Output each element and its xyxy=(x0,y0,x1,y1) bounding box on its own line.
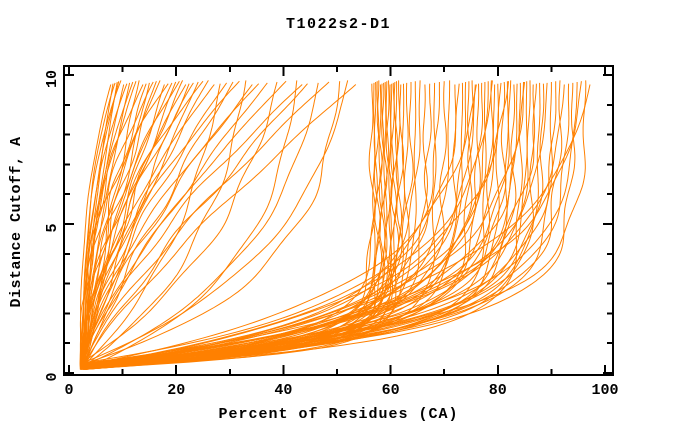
model-curve xyxy=(83,84,187,370)
model-curve xyxy=(82,82,578,366)
x-tick-label: 60 xyxy=(382,382,400,399)
model-curve xyxy=(80,83,460,364)
model-curve xyxy=(80,81,134,369)
model-curve xyxy=(81,84,477,367)
x-tick-label: 0 xyxy=(64,382,73,399)
x-tick-label: 40 xyxy=(274,382,292,399)
model-curve xyxy=(82,82,388,370)
y-tick-label: 5 xyxy=(44,223,61,232)
model-curve xyxy=(80,84,591,370)
model-curve xyxy=(80,82,548,365)
model-curve xyxy=(81,80,204,366)
model-curve xyxy=(83,83,570,368)
model-curve xyxy=(85,81,467,369)
model-curve xyxy=(82,80,349,364)
model-curve xyxy=(84,83,537,364)
model-curve xyxy=(81,84,357,370)
model-curve xyxy=(84,81,234,369)
model-curve xyxy=(85,81,557,370)
model-curve xyxy=(84,84,303,368)
model-curve xyxy=(80,81,278,364)
model-curve xyxy=(80,80,587,364)
model-curve xyxy=(81,83,260,366)
model-curve xyxy=(82,82,576,367)
model-curve xyxy=(84,80,184,364)
model-curve xyxy=(80,82,414,366)
model-curve xyxy=(80,81,524,368)
model-curve xyxy=(83,83,481,366)
model-curve xyxy=(84,83,147,366)
model-curve xyxy=(81,81,582,365)
model-curve xyxy=(79,81,137,368)
model-curve xyxy=(80,84,496,369)
x-tick-label: 20 xyxy=(167,382,185,399)
model-curve xyxy=(82,84,517,370)
y-tick-label: 10 xyxy=(44,70,61,88)
model-curve xyxy=(82,81,447,367)
model-curve xyxy=(82,84,253,366)
model-curve xyxy=(85,83,221,364)
model-curve xyxy=(83,81,330,366)
model-curve xyxy=(82,81,509,369)
model-curve xyxy=(85,80,421,364)
model-curve xyxy=(84,82,228,370)
model-curve xyxy=(84,84,565,369)
model-curve xyxy=(82,81,157,370)
y-tick-label: 0 xyxy=(44,372,61,381)
model-curve xyxy=(82,81,341,365)
model-curve xyxy=(85,84,429,370)
model-curve xyxy=(79,83,169,367)
model-curve xyxy=(84,80,474,368)
plot-frame xyxy=(63,65,614,376)
model-curve xyxy=(80,83,545,366)
model-curve xyxy=(82,80,493,368)
model-curve xyxy=(83,80,240,368)
model-curve xyxy=(85,82,553,364)
model-curve xyxy=(81,82,410,367)
model-curve xyxy=(84,80,563,369)
model-curve xyxy=(81,81,199,367)
x-axis-title: Percent of Residues (CA) xyxy=(218,406,459,423)
x-tick-label: 100 xyxy=(591,382,618,399)
model-curve xyxy=(83,81,526,369)
chart-title: T1022s2-D1 xyxy=(285,16,391,33)
model-curve xyxy=(83,82,319,367)
model-curve xyxy=(84,81,400,364)
model-curve xyxy=(84,83,308,367)
model-curve xyxy=(79,84,215,365)
model-curve xyxy=(79,80,287,370)
model-curve xyxy=(82,84,405,369)
model-curve xyxy=(85,80,298,369)
y-axis-title: Distance Cutoff, A xyxy=(8,136,25,308)
x-tick-label: 80 xyxy=(489,382,507,399)
model-curve xyxy=(85,83,394,366)
